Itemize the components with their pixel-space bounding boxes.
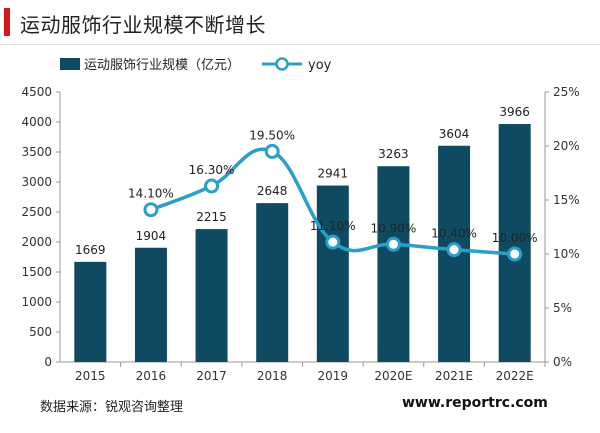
bar [256,203,289,362]
yoy-value-label: 19.50% [249,128,295,142]
chart-title: 运动服饰行业规模不断增长 [20,13,266,37]
y-right-tick-label: 20% [553,139,580,153]
y-left-tick-label: 1000 [21,295,52,309]
bar-value-label: 2215 [196,210,227,224]
yoy-point [143,202,159,218]
legend-bar-swatch [60,58,80,70]
x-tick-label: 2022E [496,369,534,383]
x-tick-label: 2019 [318,369,349,383]
yoy-value-label: 10.40% [431,227,477,241]
title-bar: 运动服饰行业规模不断增长 [0,0,600,45]
yoy-value-label: 16.30% [189,163,235,177]
bar-value-label: 3604 [439,127,470,141]
bar-value-label: 1904 [136,229,167,243]
y-left-tick-label: 4000 [21,115,52,129]
yoy-point [385,236,401,252]
y-right-tick-label: 10% [553,247,580,261]
y-left-tick-label: 1500 [21,265,52,279]
y-right-tick-label: 25% [553,85,580,99]
yoy-value-labels: 14.10% 16.30% 19.50% 11.10% 10.90% 10.40% 10.0… [128,128,538,245]
x-tick-label: 2020E [374,369,412,383]
title-accent-bar [4,8,10,36]
yoy-value-label: 10.90% [371,221,417,235]
legend: 运动服饰行业规模（亿元） yoy [60,57,332,73]
yoy-point [325,234,341,250]
bar [74,261,107,362]
yoy-point [204,178,220,194]
y-left-tick-label: 0 [44,355,52,369]
y-right-tick-label: 0% [553,355,572,369]
bar [498,124,531,362]
yoy-point [446,242,462,258]
bar [316,185,349,362]
bar [134,247,167,362]
yoy-value-label: 14.10% [128,187,174,201]
legend-line-label: yoy [308,58,332,73]
bar-value-label: 1669 [75,243,106,257]
y-right-tick-label: 15% [553,193,580,207]
x-tick-label: 2015 [75,369,106,383]
y-left-tick-label: 3000 [21,175,52,189]
yoy-point [264,143,280,159]
axes: 0 500 1000 1500 2000 2500 3000 3500 4000 4500 0% 5%… [21,85,579,383]
y-left-tick-label: 2500 [21,205,52,219]
bar [377,166,410,362]
x-tick-label: 2016 [136,369,167,383]
legend-bar-label: 运动服饰行业规模（亿元） [84,58,240,73]
x-tick-label: 2017 [196,369,227,383]
bar-value-label: 2941 [318,167,349,181]
yoy-series [143,143,523,262]
y-right-tick-label: 5% [553,301,572,315]
y-left-tick-label: 2000 [21,235,52,249]
source-note: 数据来源：锐观咨询整理 [40,400,184,415]
y-left-tick-label: 4500 [21,85,52,99]
x-tick-label: 2018 [257,369,288,383]
yoy-value-label: 11.10% [310,219,356,233]
x-tick-label: 2021E [435,369,473,383]
yoy-point [507,246,523,262]
y-left-tick-label: 3500 [21,145,52,159]
legend-line-marker [275,57,289,71]
yoy-value-label: 10.00% [492,231,538,245]
bar-value-label: 3263 [378,147,409,161]
bar-value-labels: 1669 1904 2215 2648 2941 3263 3604 3966 [75,105,530,257]
bar [195,229,228,362]
watermark: www.reportrc.com [402,395,548,411]
bar-value-label: 3966 [499,105,530,119]
bar-value-label: 2648 [257,184,288,198]
bar-series [74,124,531,362]
y-left-tick-label: 500 [29,325,52,339]
